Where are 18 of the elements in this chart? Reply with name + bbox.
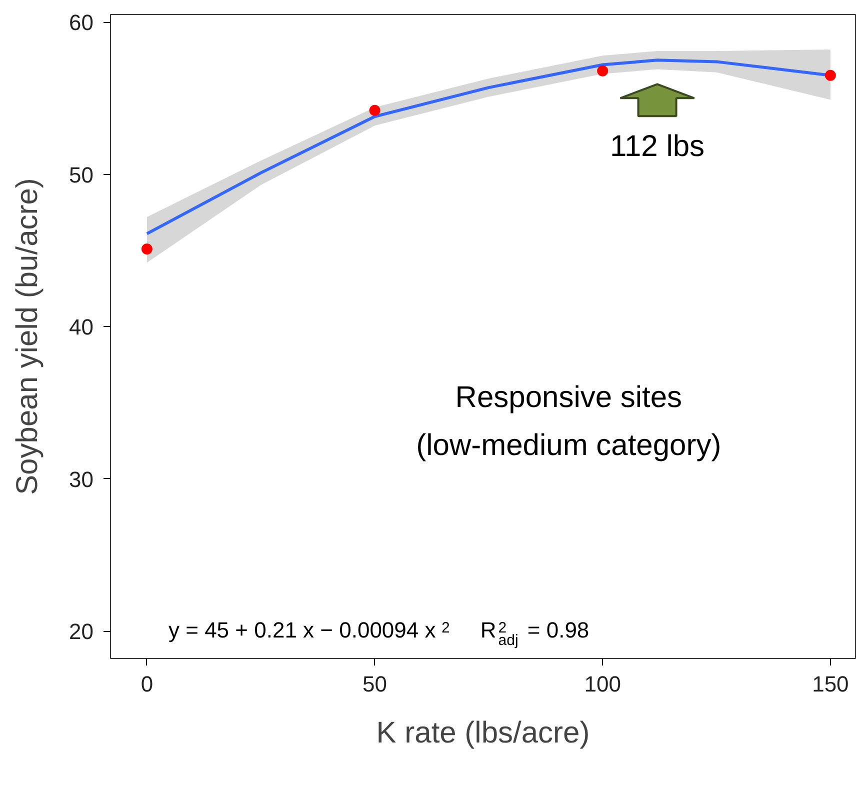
y-tick-label: 30 [69, 466, 94, 492]
y-tick-label: 20 [69, 619, 94, 644]
x-axis-title: K rate (lbs/acre) [376, 716, 590, 750]
y-axis-title: Soybean yield (bu/acre) [11, 178, 44, 495]
annotation: (low-medium category) [416, 428, 722, 462]
y-tick-label: 60 [69, 10, 94, 36]
point [824, 70, 836, 81]
point [141, 243, 152, 254]
x-tick-label: 0 [140, 672, 154, 696]
point [369, 104, 380, 116]
annotation: Responsive sites [455, 380, 682, 414]
point [597, 65, 608, 76]
y-tick-label: 50 [69, 162, 94, 188]
x-tick-label: 50 [362, 672, 388, 696]
x-tick-label: 150 [812, 672, 849, 696]
x-tick-label: 100 [584, 672, 621, 696]
annotation: 112 lbs [610, 130, 705, 164]
y-tick-label: 40 [69, 314, 94, 340]
